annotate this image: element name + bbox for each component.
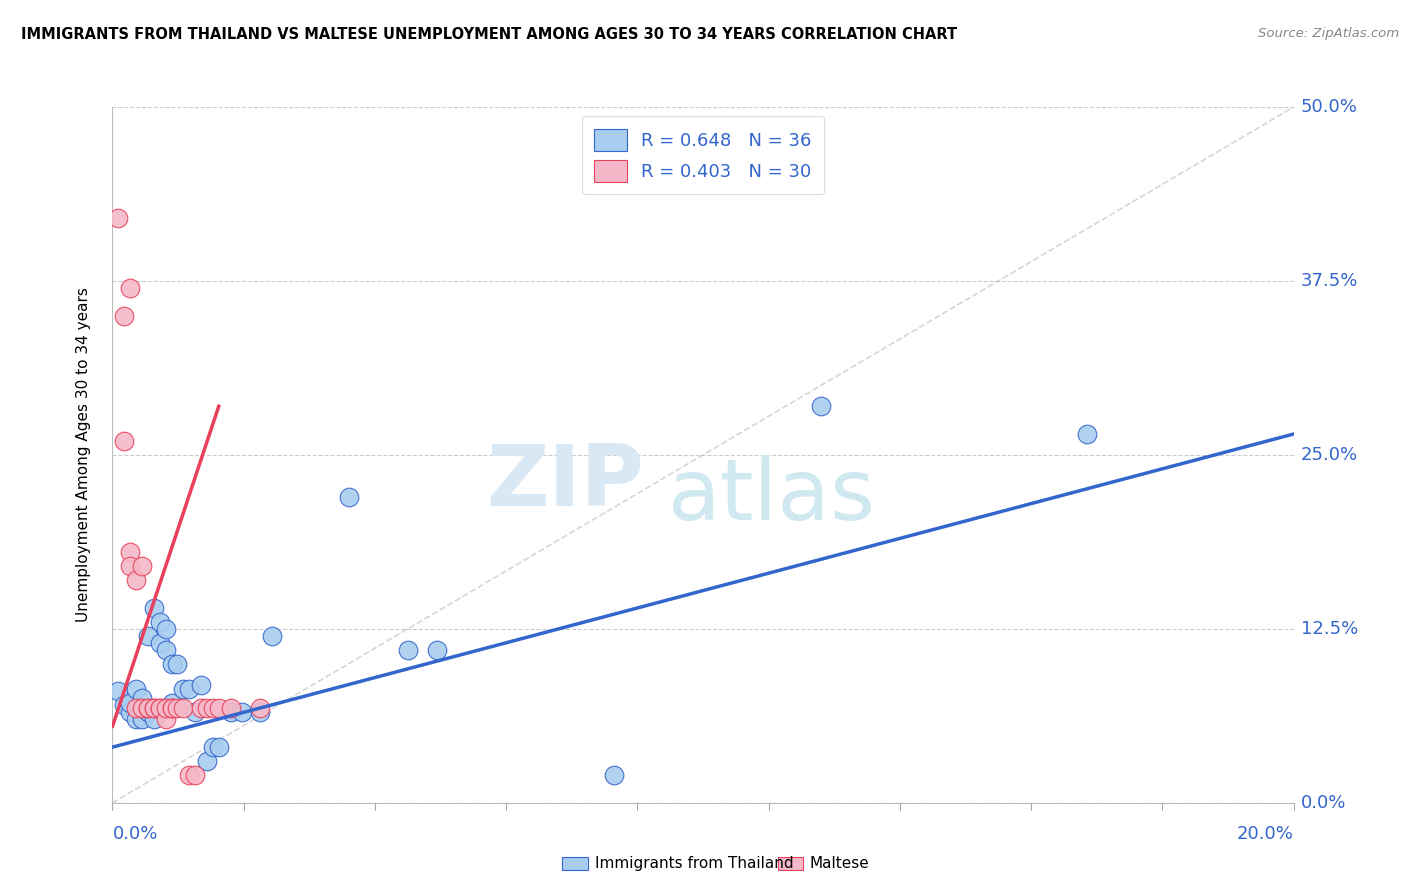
Point: [120, 559, 142, 574]
Point: [155, 701, 177, 715]
Point: [160, 657, 183, 671]
Text: 25.0%: 25.0%: [1301, 446, 1358, 464]
Point: [136, 701, 159, 715]
Point: [426, 642, 449, 657]
Point: [142, 712, 165, 726]
Text: 20.0%: 20.0%: [1237, 825, 1294, 843]
Point: [184, 768, 207, 782]
Point: [219, 701, 242, 715]
Point: [249, 701, 271, 715]
Point: [142, 601, 165, 615]
Point: [195, 754, 218, 768]
Point: [155, 712, 177, 726]
Point: [112, 309, 135, 323]
Text: 0.0%: 0.0%: [112, 825, 157, 843]
Point: [136, 701, 159, 715]
Text: ZIP: ZIP: [486, 442, 644, 524]
Point: [201, 740, 224, 755]
Point: [112, 434, 135, 448]
Point: [172, 701, 194, 715]
Point: [396, 642, 419, 657]
Point: [166, 701, 188, 715]
Point: [125, 573, 148, 587]
Point: [179, 768, 201, 782]
Point: [172, 681, 194, 696]
Point: [136, 706, 159, 720]
Text: atlas: atlas: [668, 455, 876, 538]
Text: Maltese: Maltese: [810, 855, 869, 871]
Text: Source: ZipAtlas.com: Source: ZipAtlas.com: [1258, 27, 1399, 40]
Point: [142, 701, 165, 715]
Point: [125, 681, 148, 696]
Text: 12.5%: 12.5%: [1301, 620, 1358, 638]
Text: 0.0%: 0.0%: [1301, 794, 1346, 812]
Point: [120, 706, 142, 720]
Point: [195, 701, 218, 715]
Point: [120, 281, 142, 295]
Legend: R = 0.648   N = 36, R = 0.403   N = 30: R = 0.648 N = 36, R = 0.403 N = 30: [582, 116, 824, 194]
Point: [107, 211, 129, 226]
Point: [125, 712, 148, 726]
Point: [179, 681, 201, 696]
Point: [337, 490, 360, 504]
Point: [201, 701, 224, 715]
Point: [149, 615, 172, 629]
Point: [112, 698, 135, 713]
Y-axis label: Unemployment Among Ages 30 to 34 years: Unemployment Among Ages 30 to 34 years: [76, 287, 91, 623]
Text: 37.5%: 37.5%: [1301, 272, 1358, 290]
Point: [160, 696, 183, 710]
Point: [125, 701, 148, 715]
Point: [184, 706, 207, 720]
Point: [136, 629, 159, 643]
Point: [131, 691, 153, 706]
Point: [1076, 427, 1098, 442]
Point: [190, 701, 212, 715]
Point: [131, 701, 153, 715]
Point: [603, 768, 626, 782]
Point: [160, 701, 183, 715]
Point: [249, 706, 271, 720]
Point: [149, 701, 172, 715]
Text: IMMIGRANTS FROM THAILAND VS MALTESE UNEMPLOYMENT AMONG AGES 30 TO 34 YEARS CORRE: IMMIGRANTS FROM THAILAND VS MALTESE UNEM…: [21, 27, 957, 42]
Point: [260, 629, 283, 643]
Point: [131, 559, 153, 574]
Point: [107, 684, 129, 698]
Point: [155, 622, 177, 636]
Point: [208, 701, 231, 715]
Point: [149, 636, 172, 650]
Point: [208, 740, 231, 755]
Text: 50.0%: 50.0%: [1301, 98, 1357, 116]
Point: [810, 399, 832, 413]
Text: Immigrants from Thailand: Immigrants from Thailand: [595, 855, 793, 871]
Point: [155, 642, 177, 657]
Point: [231, 706, 253, 720]
Point: [149, 701, 172, 715]
Point: [120, 696, 142, 710]
Point: [131, 712, 153, 726]
Point: [166, 657, 188, 671]
Point: [142, 701, 165, 715]
Point: [120, 545, 142, 559]
Point: [190, 677, 212, 691]
Point: [160, 701, 183, 715]
Point: [219, 706, 242, 720]
